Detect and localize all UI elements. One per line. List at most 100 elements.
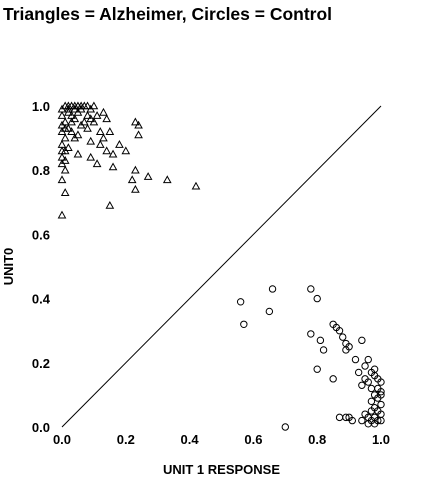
alzheimer-triangle-point <box>64 104 73 113</box>
alzheimer-triangle-point <box>89 101 99 110</box>
alzheimer-triangle-point <box>102 146 112 155</box>
alzheimer-triangle-point <box>64 107 73 116</box>
control-circle-point <box>307 330 315 338</box>
control-circle-point <box>342 346 350 354</box>
control-circle-point <box>316 336 325 345</box>
control-circle-point <box>370 420 379 428</box>
x-tick-label: 0.8 <box>308 432 326 447</box>
control-circle-point <box>281 423 289 431</box>
alzheimer-triangle-point <box>86 104 96 113</box>
control-circle-point <box>358 416 366 425</box>
alzheimer-triangle-point <box>76 120 86 129</box>
alzheimer-triangle-point <box>57 159 67 168</box>
alzheimer-triangle-point <box>92 111 102 119</box>
control-circle-point <box>335 327 344 335</box>
control-circle-point <box>342 413 350 422</box>
alzheimer-triangle-point <box>99 133 108 142</box>
alzheimer-triangle-point <box>105 127 115 135</box>
control-circle-point <box>367 397 376 406</box>
alzheimer-triangle-point <box>127 175 137 184</box>
alzheimer-triangle-point <box>60 188 70 196</box>
alzheimer-triangle-point <box>60 165 70 174</box>
control-circle-point <box>339 333 347 341</box>
y-tick-label: 0.2 <box>32 356 50 371</box>
x-tick-label: 1.0 <box>372 432 390 447</box>
control-circle-point <box>377 416 385 425</box>
alzheimer-triangle-point <box>57 175 67 184</box>
x-axis-label: UNIT 1 RESPONSE <box>163 462 280 477</box>
control-circle-point <box>364 378 372 386</box>
alzheimer-triangle-point <box>102 114 112 123</box>
alzheimer-triangle-point <box>92 159 102 168</box>
alzheimer-triangle-point <box>60 156 70 164</box>
alzheimer-triangle-point <box>162 175 172 184</box>
alzheimer-triangle-point <box>57 111 67 119</box>
alzheimer-triangle-point <box>131 165 140 174</box>
alzheimer-triangle-point <box>86 114 96 123</box>
alzheimer-triangle-point <box>95 127 105 135</box>
alzheimer-triangle-point <box>115 139 124 148</box>
alzheimer-triangle-point <box>70 104 80 113</box>
alzheimer-triangle-point <box>121 146 131 155</box>
alzheimer-triangle-point <box>131 117 140 126</box>
control-circle-point <box>313 365 321 373</box>
y-tick-label: 1.0 <box>32 99 50 114</box>
alzheimer-triangle-point <box>108 162 118 171</box>
alzheimer-triangle-point <box>143 172 153 180</box>
control-circle-point <box>236 298 245 306</box>
alzheimer-triangle-point <box>73 107 83 116</box>
y-tick-label: 0.6 <box>32 227 50 242</box>
control-circle-point <box>335 413 344 422</box>
chart-title: Triangles = Alzheimer, Circles = Control <box>3 4 333 24</box>
data-points <box>57 101 385 431</box>
alzheimer-triangle-point <box>108 149 118 158</box>
x-tick-label: 0.2 <box>117 432 135 447</box>
control-circle-point <box>307 285 315 293</box>
y-tick-label: 0.4 <box>32 292 51 307</box>
y-axis-label: UNIT0 <box>1 248 16 286</box>
control-circle-point <box>367 384 376 393</box>
alzheimer-triangle-point <box>89 117 99 126</box>
control-circle-point <box>268 285 277 293</box>
y-tick-label: 0.8 <box>32 163 50 178</box>
control-circle-point <box>313 294 321 303</box>
alzheimer-triangle-point <box>60 133 70 142</box>
alzheimer-triangle-point <box>79 117 89 126</box>
alzheimer-triangle-point <box>83 101 92 110</box>
y-tick-label: 0.0 <box>32 420 50 435</box>
x-tick-labels: 0.0 0.2 0.4 0.6 0.8 1.0 <box>53 432 390 447</box>
x-tick-label: 0.4 <box>181 432 200 447</box>
control-circle-point <box>377 378 385 386</box>
control-circle-point <box>358 336 366 345</box>
control-circle-point <box>351 355 360 364</box>
alzheimer-triangle-point <box>83 123 92 132</box>
alzheimer-triangle-point <box>191 181 201 190</box>
alzheimer-triangle-point <box>99 107 108 116</box>
control-circle-point <box>319 346 328 354</box>
alzheimer-triangle-point <box>57 139 67 148</box>
control-circle-point <box>374 394 382 402</box>
alzheimer-triangle-point <box>76 104 86 113</box>
alzheimer-triangle-point <box>60 123 70 132</box>
alzheimer-triangle-point <box>64 143 73 152</box>
alzheimer-triangle-point <box>67 127 76 135</box>
control-circle-point <box>377 400 385 409</box>
alzheimer-triangle-point <box>73 130 83 139</box>
control-circle-point <box>240 320 248 328</box>
control-circle-point <box>329 375 337 383</box>
control-circle-point <box>354 368 363 377</box>
alzheimer-triangle-point <box>131 184 140 193</box>
alzheimer-triangle-point <box>95 139 105 148</box>
alzheimer-triangle-point <box>70 114 80 123</box>
y-tick-labels: 0.0 0.2 0.4 0.6 0.8 1.0 <box>32 99 51 435</box>
control-circle-point <box>364 355 372 364</box>
x-tick-label: 0.0 <box>53 432 71 447</box>
alzheimer-triangle-point <box>86 136 96 145</box>
control-circle-point <box>265 307 274 316</box>
control-circle-point <box>358 381 366 389</box>
diagonal-reference-line <box>61 105 382 428</box>
control-circle-point <box>361 362 369 370</box>
x-tick-label: 0.6 <box>244 432 262 447</box>
alzheimer-triangle-point <box>134 130 143 139</box>
alzheimer-triangle-point <box>70 133 80 142</box>
